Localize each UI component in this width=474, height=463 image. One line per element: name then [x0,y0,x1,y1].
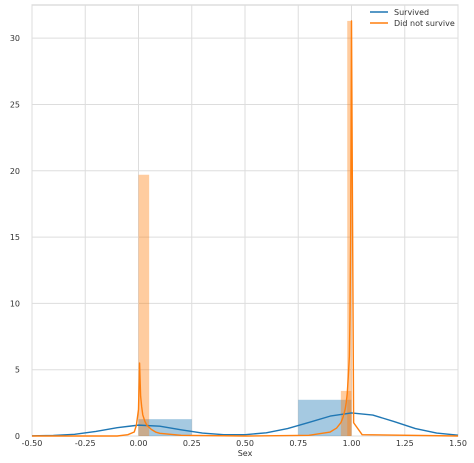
y-tick-label: 25 [10,100,20,109]
y-tick-label: 15 [10,233,20,242]
y-tick-label: 20 [10,167,20,176]
kde-line [32,20,459,437]
x-tick-label: 1.00 [343,439,361,448]
x-tick-label: -0.50 [22,439,43,448]
histogram-bar [347,20,352,436]
y-tick-label: 30 [10,34,20,43]
kde-line [31,412,459,437]
legend-label: Survived [394,8,429,17]
y-tick-label: 10 [10,299,20,308]
kde-lines [31,20,459,437]
x-tick-label: -0.25 [75,439,96,448]
x-tick-label: 0.75 [289,439,307,448]
legend-label: Did not survive [394,19,455,28]
x-tick-label: 0.50 [236,439,254,448]
x-tick-label: 1.25 [396,439,414,448]
x-tick-label: 0.00 [130,439,148,448]
histogram-bar [138,174,150,437]
x-axis-label: Sex [238,449,253,458]
axes: -0.50 -0.25 0.00 0.25 0.50 0.75 1.00 1.25 1.50 0 5… [10,34,467,448]
x-tick-label: 0.25 [183,439,201,448]
y-tick-label: 0 [15,432,20,441]
legend: Survived Did not survive [370,8,455,28]
y-tick-label: 5 [15,366,20,375]
x-tick-label: 1.50 [449,439,467,448]
